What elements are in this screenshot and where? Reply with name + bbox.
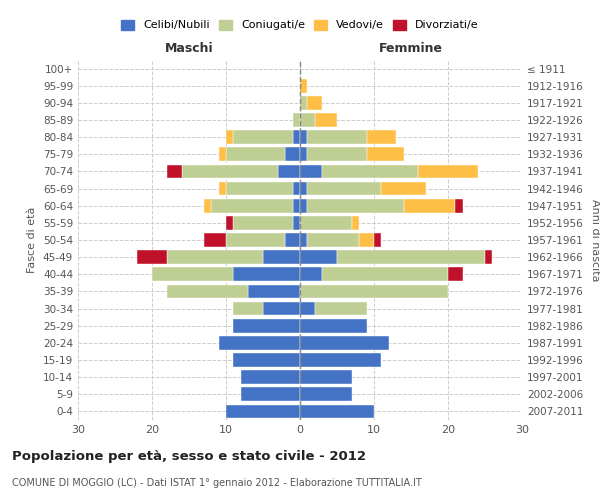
Bar xyxy=(137,250,167,264)
Bar xyxy=(337,250,485,264)
Text: Maschi: Maschi xyxy=(164,42,214,55)
Bar xyxy=(322,164,418,178)
Bar xyxy=(300,182,307,196)
Bar xyxy=(315,302,367,316)
Bar xyxy=(248,284,300,298)
Bar xyxy=(300,302,315,316)
Bar xyxy=(300,370,352,384)
Bar xyxy=(204,233,226,247)
Bar xyxy=(226,216,233,230)
Bar xyxy=(167,250,263,264)
Bar xyxy=(233,319,300,332)
Bar xyxy=(152,268,233,281)
Legend: Celibi/Nubili, Coniugati/e, Vedovi/e, Divorziati/e: Celibi/Nubili, Coniugati/e, Vedovi/e, Di… xyxy=(117,15,483,35)
Bar xyxy=(382,182,426,196)
Bar xyxy=(226,233,285,247)
Bar xyxy=(307,199,404,212)
Bar xyxy=(293,199,300,212)
Bar xyxy=(233,302,263,316)
Bar xyxy=(300,353,382,367)
Bar xyxy=(226,404,300,418)
Bar xyxy=(233,268,300,281)
Bar xyxy=(315,113,337,127)
Bar xyxy=(307,233,359,247)
Bar xyxy=(293,182,300,196)
Bar xyxy=(285,148,300,161)
Bar xyxy=(293,113,300,127)
Bar xyxy=(307,130,367,144)
Text: Femmine: Femmine xyxy=(379,42,443,55)
Bar xyxy=(352,216,359,230)
Bar xyxy=(182,164,278,178)
Bar xyxy=(211,199,293,212)
Bar xyxy=(293,216,300,230)
Bar xyxy=(233,130,293,144)
Bar xyxy=(300,284,448,298)
Bar xyxy=(167,284,248,298)
Bar xyxy=(300,216,352,230)
Bar xyxy=(204,199,211,212)
Bar xyxy=(300,199,307,212)
Bar xyxy=(233,216,293,230)
Bar xyxy=(226,182,293,196)
Bar xyxy=(307,182,382,196)
Bar xyxy=(278,164,300,178)
Bar xyxy=(359,233,374,247)
Bar xyxy=(300,250,337,264)
Bar xyxy=(218,148,226,161)
Bar xyxy=(263,250,300,264)
Y-axis label: Fasce di età: Fasce di età xyxy=(28,207,37,273)
Bar xyxy=(300,79,307,92)
Bar xyxy=(300,268,322,281)
Bar xyxy=(307,96,322,110)
Text: COMUNE DI MOGGIO (LC) - Dati ISTAT 1° gennaio 2012 - Elaborazione TUTTITALIA.IT: COMUNE DI MOGGIO (LC) - Dati ISTAT 1° ge… xyxy=(12,478,422,488)
Bar xyxy=(241,370,300,384)
Bar xyxy=(455,199,463,212)
Bar xyxy=(404,199,455,212)
Bar xyxy=(300,388,352,401)
Bar xyxy=(367,130,396,144)
Bar xyxy=(374,233,382,247)
Bar xyxy=(418,164,478,178)
Bar xyxy=(300,164,322,178)
Bar xyxy=(226,148,285,161)
Text: Popolazione per età, sesso e stato civile - 2012: Popolazione per età, sesso e stato civil… xyxy=(12,450,366,463)
Bar xyxy=(300,113,315,127)
Y-axis label: Anni di nascita: Anni di nascita xyxy=(590,198,600,281)
Bar xyxy=(167,164,182,178)
Bar xyxy=(233,353,300,367)
Bar xyxy=(322,268,448,281)
Bar xyxy=(300,404,374,418)
Bar xyxy=(307,148,367,161)
Bar xyxy=(485,250,493,264)
Bar xyxy=(218,336,300,349)
Bar xyxy=(218,182,226,196)
Bar xyxy=(263,302,300,316)
Bar xyxy=(367,148,404,161)
Bar xyxy=(300,336,389,349)
Bar xyxy=(285,233,300,247)
Bar xyxy=(241,388,300,401)
Bar xyxy=(448,268,463,281)
Bar xyxy=(300,130,307,144)
Bar xyxy=(300,319,367,332)
Bar xyxy=(293,130,300,144)
Bar xyxy=(300,96,307,110)
Bar xyxy=(300,148,307,161)
Bar xyxy=(300,233,307,247)
Bar xyxy=(226,130,233,144)
